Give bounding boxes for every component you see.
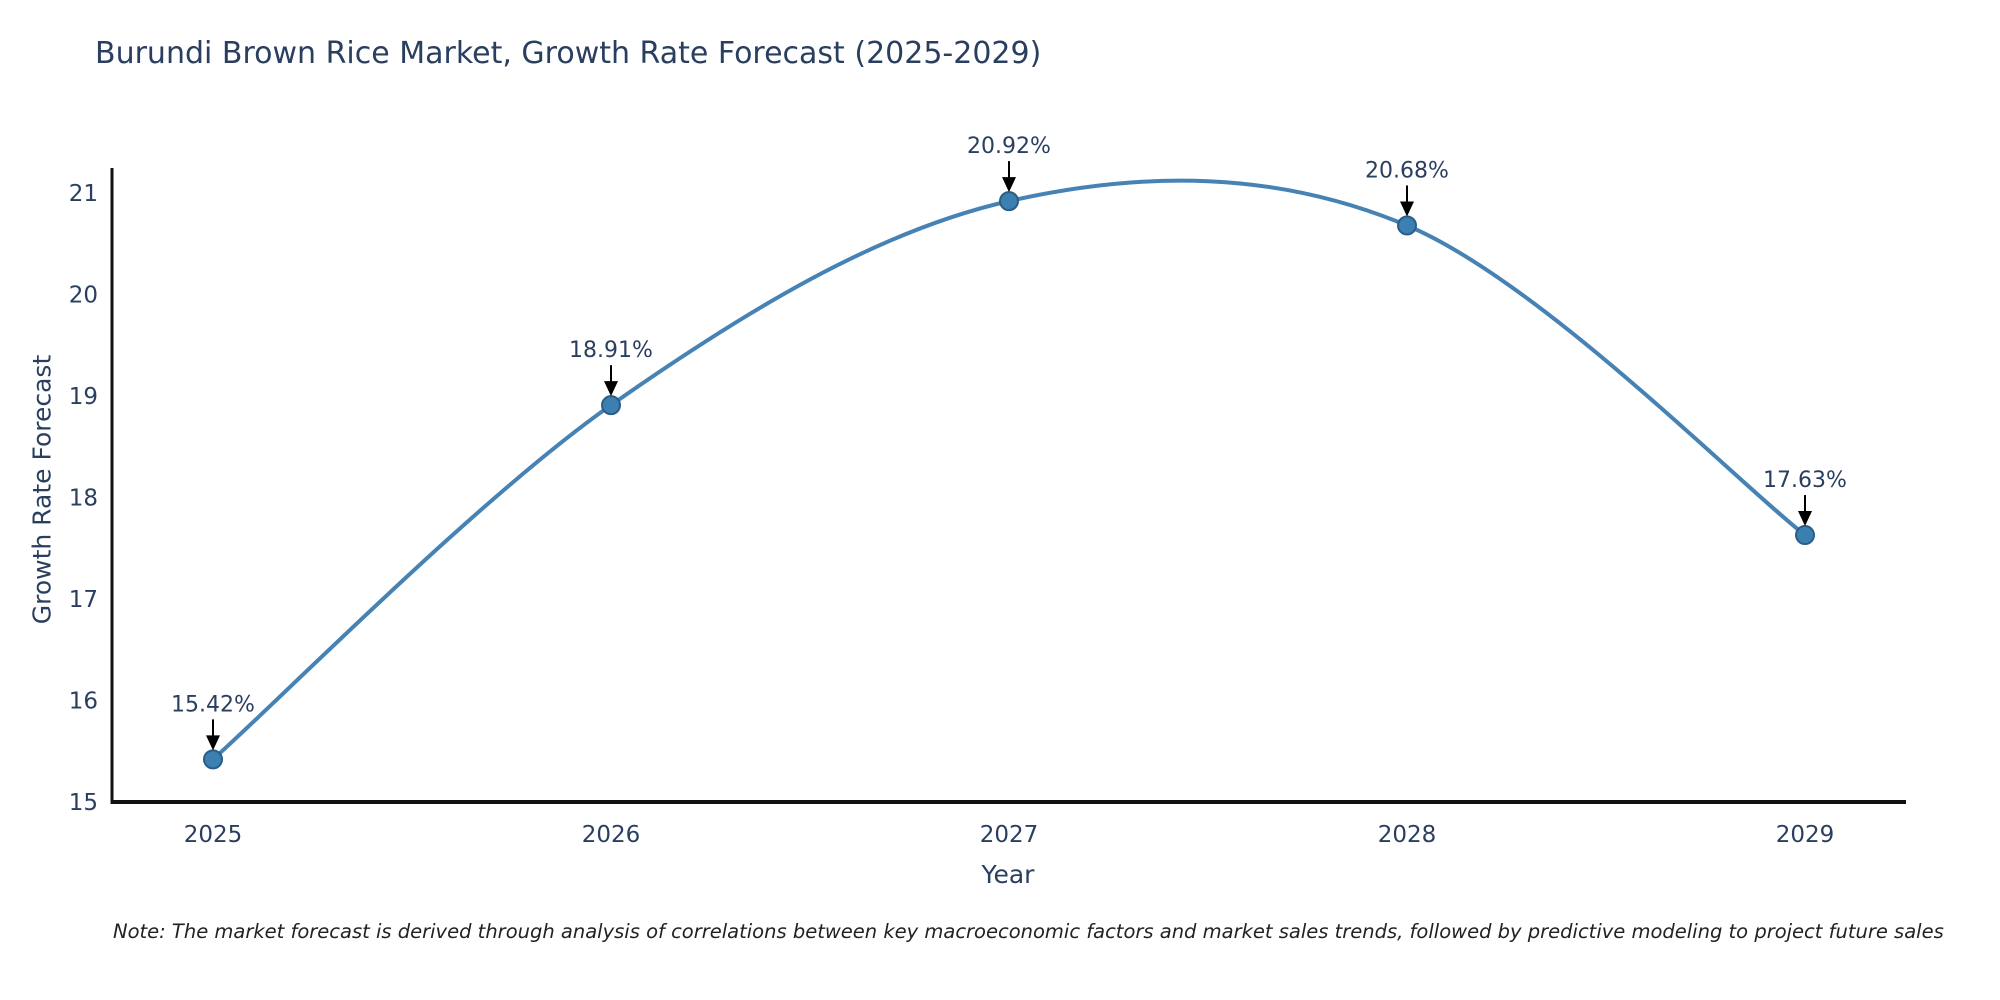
point-label-2027: 20.92%: [967, 134, 1051, 159]
x-axis-title: Year: [981, 860, 1035, 889]
data-point-2026[interactable]: [601, 395, 621, 416]
y-tick-label-15: 15: [69, 790, 98, 816]
footnote: Note: The market forecast is derived thr…: [113, 920, 1944, 943]
y-tick-label-20: 20: [69, 283, 98, 309]
annotation-arrowhead-icon: [604, 381, 618, 397]
y-tick-label-16: 16: [69, 689, 98, 715]
data-point-2027[interactable]: [999, 191, 1019, 212]
x-tick-label-2025: 2025: [184, 822, 243, 848]
annotation-arrowhead-icon: [1002, 177, 1016, 193]
y-tick-label-18: 18: [69, 486, 98, 512]
data-point-2028[interactable]: [1397, 215, 1417, 236]
point-label-2028: 20.68%: [1365, 158, 1449, 183]
annotation-arrowhead-icon: [206, 735, 220, 751]
point-label-2026: 18.91%: [569, 338, 653, 363]
x-tick-label-2027: 2027: [980, 822, 1039, 848]
y-tick-label-19: 19: [69, 384, 98, 410]
chart-title: Burundi Brown Rice Market, Growth Rate F…: [95, 36, 1042, 71]
x-tick-label-2028: 2028: [1378, 822, 1437, 848]
x-tick-label-2029: 2029: [1776, 822, 1835, 848]
annotation-arrowhead-icon: [1400, 201, 1414, 217]
point-label-2029: 17.63%: [1763, 468, 1847, 493]
annotation-arrowhead-icon: [1798, 511, 1812, 527]
data-point-2029[interactable]: [1795, 525, 1815, 546]
y-tick-label-21: 21: [69, 181, 98, 207]
data-point-2025[interactable]: [203, 749, 223, 770]
forecast-line: [211, 178, 1807, 761]
y-tick-label-17: 17: [69, 587, 98, 613]
x-tick-label-2026: 2026: [582, 822, 641, 848]
point-label-2025: 15.42%: [171, 692, 255, 717]
